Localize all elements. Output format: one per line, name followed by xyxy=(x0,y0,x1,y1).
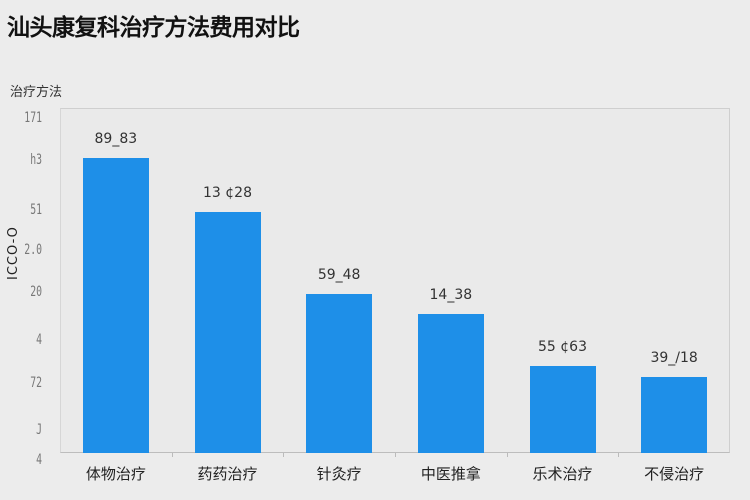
y-tick-label: 4 xyxy=(36,332,42,348)
y-tick-label: 171 xyxy=(24,110,42,126)
x-tick-mark xyxy=(395,453,396,457)
y-tick-label: J xyxy=(36,422,42,438)
y-tick-label: 51 xyxy=(30,202,42,218)
y-axis-title: 治疗方法 xyxy=(10,85,63,100)
x-tick-mark xyxy=(506,453,508,457)
bar xyxy=(417,313,484,453)
bar-value-label: 13 ¢28 xyxy=(203,185,252,202)
bar xyxy=(529,365,596,453)
x-tick-mark xyxy=(283,453,285,457)
bar-value-label: 39_/18 xyxy=(650,349,698,366)
x-axis-category-label: 不侵治疗 xyxy=(644,465,705,483)
bar xyxy=(194,212,261,453)
y-tick-label: h3 xyxy=(30,152,42,168)
bar xyxy=(641,376,708,453)
bar-value-label: 59_48 xyxy=(317,266,361,283)
bar-value-label: 55 ¢63 xyxy=(538,338,587,355)
x-axis-category-label: 针灸疗 xyxy=(316,465,362,483)
y-tick-label: 4 xyxy=(36,452,42,468)
bar xyxy=(306,293,373,453)
x-axis-category-label: 药药治疗 xyxy=(197,465,258,483)
bar-value-label: 89_83 xyxy=(94,130,138,147)
x-tick-mark xyxy=(618,453,620,457)
x-axis-category-label: 体物治疗 xyxy=(85,465,146,483)
chart-title: 汕头康复科治疗方法费用对比 xyxy=(7,15,300,41)
bar-value-label: 14_38 xyxy=(429,286,473,303)
y-tick-label: 20 xyxy=(30,284,42,300)
bar xyxy=(82,157,149,453)
y-tick-label: 2.0 xyxy=(24,242,42,258)
x-axis-category-label: 中医推拿 xyxy=(420,465,481,483)
plot-area xyxy=(60,108,730,453)
y-tick-label: 72 xyxy=(30,375,42,391)
x-axis-category-label: 乐术治疗 xyxy=(532,465,593,483)
x-tick-mark xyxy=(171,453,173,457)
